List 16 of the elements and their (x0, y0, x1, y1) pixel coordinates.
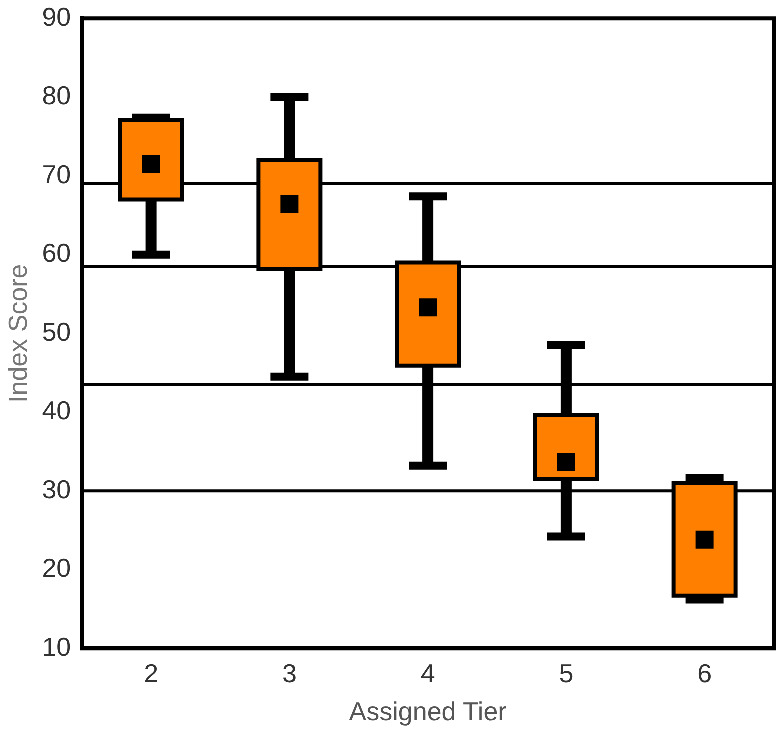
y-tick-label: 80 (42, 80, 72, 111)
y-tick-label: 50 (42, 316, 72, 347)
x-tick-label: 6 (698, 658, 712, 688)
y-tick-label: 40 (42, 396, 72, 426)
x-tick-label: 2 (144, 658, 159, 688)
y-tick-label: 10 (42, 632, 72, 662)
x-tick-label: 3 (282, 658, 297, 688)
y-tick-label: 20 (42, 553, 72, 584)
x-tick-label: 5 (559, 658, 574, 688)
y-tick-label: 90 (42, 2, 72, 32)
y-tick-label: 30 (42, 474, 72, 504)
y-tick-label: 70 (42, 159, 72, 190)
x-axis-title: Assigned Tier (349, 696, 508, 727)
x-tick-label: 4 (420, 658, 436, 688)
y-tick-label: 60 (42, 238, 72, 268)
y-axis-title: Index Score (2, 264, 33, 403)
